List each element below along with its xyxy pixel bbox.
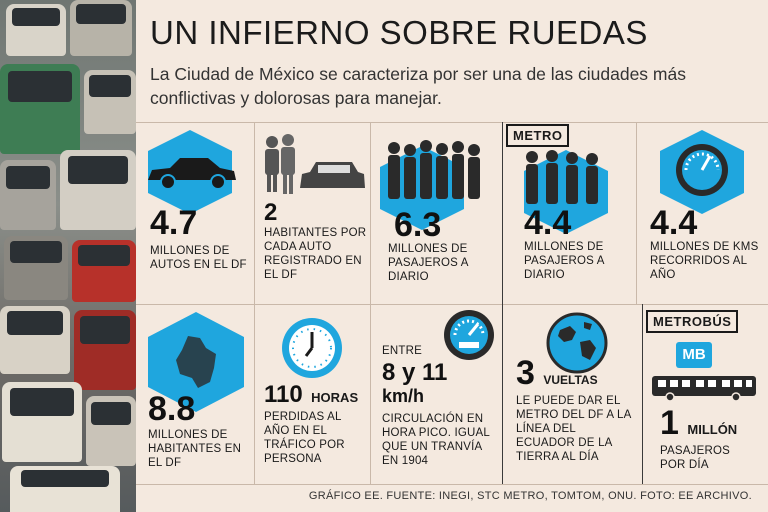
gauge-icon xyxy=(444,310,494,360)
grid-line-v1 xyxy=(254,122,255,484)
traffic-photo xyxy=(0,0,136,512)
df-map-icon xyxy=(176,336,216,388)
page-subtitle: La Ciudad de México se caracteriza por s… xyxy=(150,64,686,108)
stat-value: 2 xyxy=(264,199,278,226)
stat-text: CIRCULACIÓN EN HORA PICO. IGUAL QUE UN T… xyxy=(382,413,490,467)
stat-value: 4.4 xyxy=(650,204,698,242)
stat-value: 1 xyxy=(660,404,679,442)
car-icon xyxy=(148,158,236,190)
stat-value-row: 3 VUELTAS xyxy=(516,356,598,390)
stat-text: MILLONES DE PASAJEROS A DIARIO xyxy=(524,241,604,281)
stat-unit: HORAS xyxy=(311,390,359,406)
infographic-panel: UN INFIERNO SOBRE RUEDAS La Ciudad de Mé… xyxy=(136,0,768,512)
stat-unit: MILLÓN xyxy=(687,422,738,438)
grid-line-v3 xyxy=(502,122,503,484)
stat-value-row: 110 HORAS xyxy=(264,382,358,408)
stat-text: MILLONES DE HABITANTES EN EL DF xyxy=(148,429,242,469)
globe-icon xyxy=(546,312,608,374)
stat-value: 3 xyxy=(516,354,535,392)
stat-value: 8 y 11 xyxy=(382,359,448,386)
grid-line-v5 xyxy=(642,304,643,484)
stat-unit: VUELTAS xyxy=(543,372,598,387)
stat-value: 6.3 xyxy=(394,206,442,244)
section-tag-metro: METRO xyxy=(506,124,570,147)
stat-text: LE PUEDE DAR EL METRO DEL DF A LA LÍNEA … xyxy=(516,395,631,463)
stat-value: 4.4 xyxy=(524,204,572,242)
stat-text: MILLONES DE PASAJEROS A DIARIO xyxy=(388,243,468,283)
clock-icon xyxy=(282,318,342,378)
passengers-icon xyxy=(526,150,598,204)
footer-credits: GRÁFICO EE. FUENTE: INEGI, STC METRO, TO… xyxy=(308,490,752,502)
page-title: UN INFIERNO SOBRE RUEDAS xyxy=(150,14,648,51)
grid-line-bottom xyxy=(136,484,768,485)
people-and-car-icon xyxy=(265,134,365,194)
metrobus-logo: MB xyxy=(676,342,712,368)
stat-value: 8.8 xyxy=(148,390,196,428)
grid-line-v2 xyxy=(370,122,371,484)
grid-line-top xyxy=(136,122,768,123)
metrobus-bus-icon xyxy=(652,376,756,402)
crowd-icon xyxy=(388,140,480,199)
stat-value: 4.7 xyxy=(150,204,198,242)
section-tag-metrobus: METROBÚS xyxy=(646,310,739,333)
stat-value: 110 xyxy=(264,381,303,408)
stat-text: HABITANTES POR CADA AUTO REGISTRADO EN E… xyxy=(264,227,367,281)
grid-line-v4 xyxy=(636,122,637,304)
stat-value-row: 1 MILLÓN xyxy=(660,406,737,440)
stat-text: MILLONES DE AUTOS EN EL DF xyxy=(150,245,247,271)
speedometer-icon xyxy=(676,144,728,196)
grid-line-middle xyxy=(136,304,768,305)
stat-text: PERDIDAS AL AÑO EN EL TRÁFICO POR PERSON… xyxy=(264,411,345,465)
stat-text: PASAJEROS POR DÍA xyxy=(660,445,730,471)
stat-prefix: ENTRE xyxy=(382,345,422,357)
stat-unit: km/h xyxy=(382,386,425,406)
stat-text: MILLONES DE KMS RECORRIDOS AL AÑO xyxy=(650,241,759,281)
